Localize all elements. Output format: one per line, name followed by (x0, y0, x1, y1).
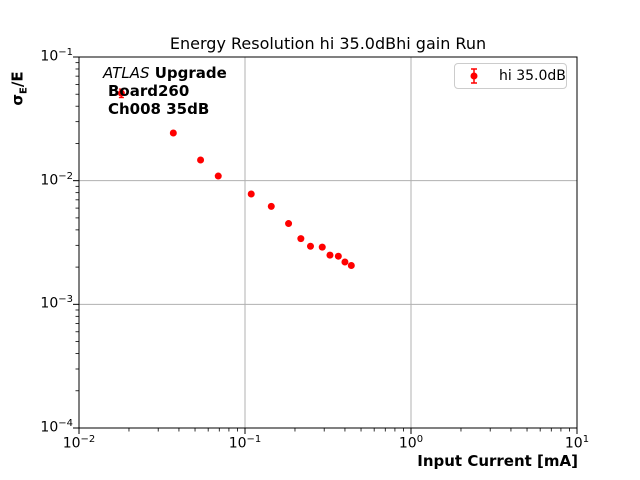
legend-errorbar-icon (470, 68, 478, 84)
y-axis-label: σE/E (9, 34, 30, 144)
data-point (341, 258, 349, 266)
x-axis-label: Input Current [mA] (417, 452, 578, 470)
annotation-experiment-name: ATLAS (103, 64, 150, 82)
data-point (318, 243, 326, 251)
y-axis-label-rest: /E (8, 71, 27, 88)
x-tick-label: 10−1 (228, 434, 262, 452)
x-tick-label: 10−2 (62, 434, 96, 452)
data-point (306, 242, 314, 250)
data-point (214, 172, 222, 180)
chart-title: Energy Resolution hi 35.0dBhi gain Run (169, 34, 487, 53)
data-point (117, 89, 125, 97)
annotation-line-1: ATLAS Upgrade (103, 64, 227, 82)
y-tick-label: 10−2 (40, 170, 73, 189)
annotation-line-2: Board260 (108, 82, 190, 100)
y-tick-label: 10−1 (40, 47, 73, 65)
data-point (347, 262, 355, 270)
annotation-line-3: Ch008 35dB (108, 100, 210, 118)
y-tick-label: 10−4 (40, 418, 73, 436)
y-axis-label-sigma: σ (8, 93, 27, 106)
data-point (285, 220, 293, 228)
data-point (169, 129, 177, 137)
legend-marker-dot (470, 72, 478, 80)
data-point (297, 235, 305, 243)
data-point (197, 156, 205, 164)
y-tick-label: 10−3 (40, 294, 73, 312)
annotation-block: ATLAS Upgrade Board260 Ch008 35dB (103, 64, 227, 118)
legend-entry-label: hi 35.0dB (499, 68, 566, 84)
x-tick-label: 101 (564, 434, 590, 452)
data-point (267, 202, 275, 210)
x-tick-label: 100 (398, 434, 424, 452)
data-point (247, 190, 255, 198)
legend-box: hi 35.0dB (454, 63, 567, 89)
y-axis-label-subscript: E (18, 87, 30, 94)
annotation-upgrade-label: Upgrade (149, 64, 227, 82)
data-point (334, 252, 342, 260)
axes-frame (78, 56, 578, 429)
data-point (326, 251, 334, 259)
